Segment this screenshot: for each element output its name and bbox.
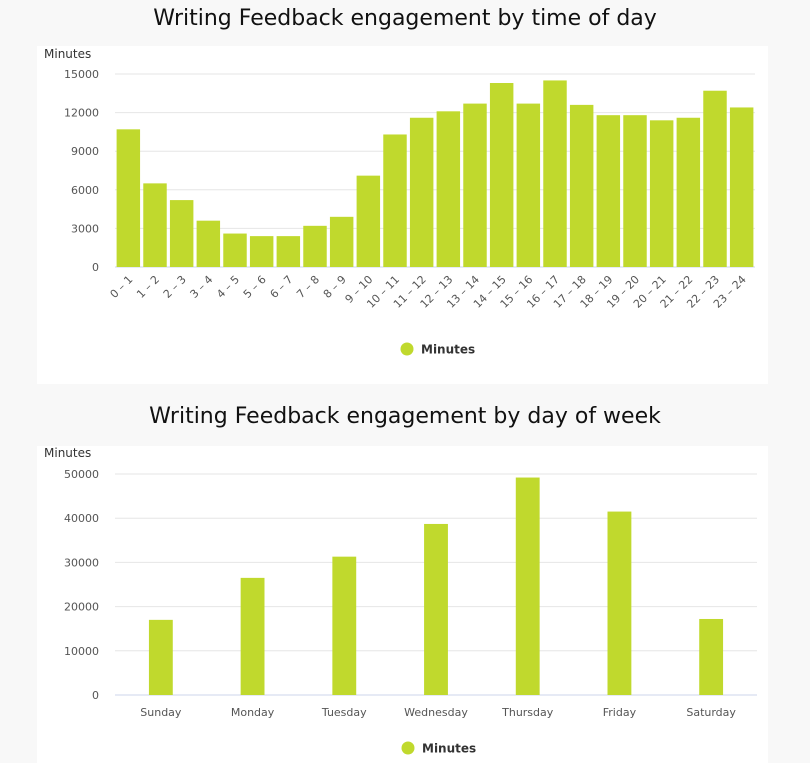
bar[interactable]	[699, 618, 724, 695]
x-tick-label: 4 – 5	[214, 273, 242, 301]
bar[interactable]	[276, 236, 301, 267]
bar[interactable]	[543, 80, 567, 267]
bar[interactable]	[303, 225, 327, 267]
y-tick-label: 6000	[71, 184, 99, 197]
y-axis-label: Minutes	[44, 47, 91, 61]
bar[interactable]	[729, 107, 754, 267]
x-tick-label: 6 – 7	[268, 273, 296, 301]
y-tick-label: 9000	[71, 145, 99, 158]
y-axis-label: Minutes	[44, 446, 91, 460]
bar[interactable]	[148, 619, 173, 695]
x-tick-label: Sunday	[140, 706, 182, 719]
legend-label[interactable]: Minutes	[422, 742, 476, 756]
bar[interactable]	[116, 129, 141, 267]
bar[interactable]	[649, 120, 674, 267]
bar[interactable]	[676, 117, 701, 267]
bar[interactable]	[240, 577, 265, 695]
y-tick-label: 10000	[64, 645, 99, 658]
x-tick-label: Saturday	[686, 706, 736, 719]
bar[interactable]	[169, 200, 194, 267]
y-tick-label: 12000	[64, 107, 99, 120]
y-tick-label: 15000	[64, 68, 99, 81]
x-tick-label: Monday	[231, 706, 275, 719]
x-tick-label: 7 – 8	[294, 273, 322, 301]
bar[interactable]	[329, 216, 354, 267]
bar[interactable]	[516, 103, 541, 267]
x-tick-label: 2 – 3	[161, 273, 189, 301]
x-tick-label: 3 – 4	[188, 273, 216, 301]
bar[interactable]	[596, 115, 621, 267]
x-tick-label: 1 – 2	[134, 273, 162, 301]
chart-svg-time-of-day: Minutes 0 3000 6000 9000 12000 15000 0 – 11 – 2…	[44, 47, 755, 357]
bar[interactable]	[409, 117, 434, 267]
y-tick-label: 30000	[64, 556, 99, 569]
y-tick-label: 0	[92, 689, 99, 702]
bar[interactable]	[703, 90, 727, 267]
legend-marker[interactable]	[401, 741, 415, 755]
chart-panel-day-of-week: Minutes 0 10000 20000 30000 40000 50000 Sunday M…	[37, 446, 768, 763]
bar[interactable]	[383, 134, 407, 267]
x-tick-label: Thursday	[501, 706, 554, 719]
y-tick-label: 50000	[64, 468, 99, 481]
bar[interactable]	[607, 511, 632, 695]
bar[interactable]	[463, 103, 487, 267]
legend-label[interactable]: Minutes	[421, 343, 475, 357]
bar[interactable]	[143, 183, 167, 267]
y-tick-label: 0	[92, 261, 99, 274]
chart-title-day-of-week: Writing Feedback engagement by day of we…	[149, 404, 661, 429]
bar[interactable]	[515, 477, 540, 695]
y-tick-label: 3000	[71, 222, 99, 235]
legend-marker[interactable]	[400, 342, 414, 356]
bar[interactable]	[569, 104, 594, 267]
bar[interactable]	[196, 220, 221, 267]
chart-title-time-of-day: Writing Feedback engagement by time of d…	[153, 6, 657, 31]
bar[interactable]	[356, 175, 381, 267]
x-tick-label: 5 – 6	[241, 273, 269, 301]
y-tick-label: 20000	[64, 601, 99, 614]
x-tick-label: Tuesday	[321, 706, 367, 719]
bar[interactable]	[249, 236, 274, 267]
bar[interactable]	[623, 115, 647, 267]
bar[interactable]	[424, 523, 448, 695]
bar[interactable]	[436, 111, 461, 268]
bar[interactable]	[332, 556, 357, 695]
y-tick-label: 40000	[64, 512, 99, 525]
x-tick-label: Wednesday	[404, 706, 468, 719]
bar[interactable]	[223, 233, 247, 267]
x-tick-label: Friday	[603, 706, 637, 719]
chart-svg-day-of-week: Minutes 0 10000 20000 30000 40000 50000 Sunday M…	[44, 446, 757, 756]
bar[interactable]	[489, 83, 514, 267]
x-tick-label: 0 – 1	[108, 273, 136, 301]
